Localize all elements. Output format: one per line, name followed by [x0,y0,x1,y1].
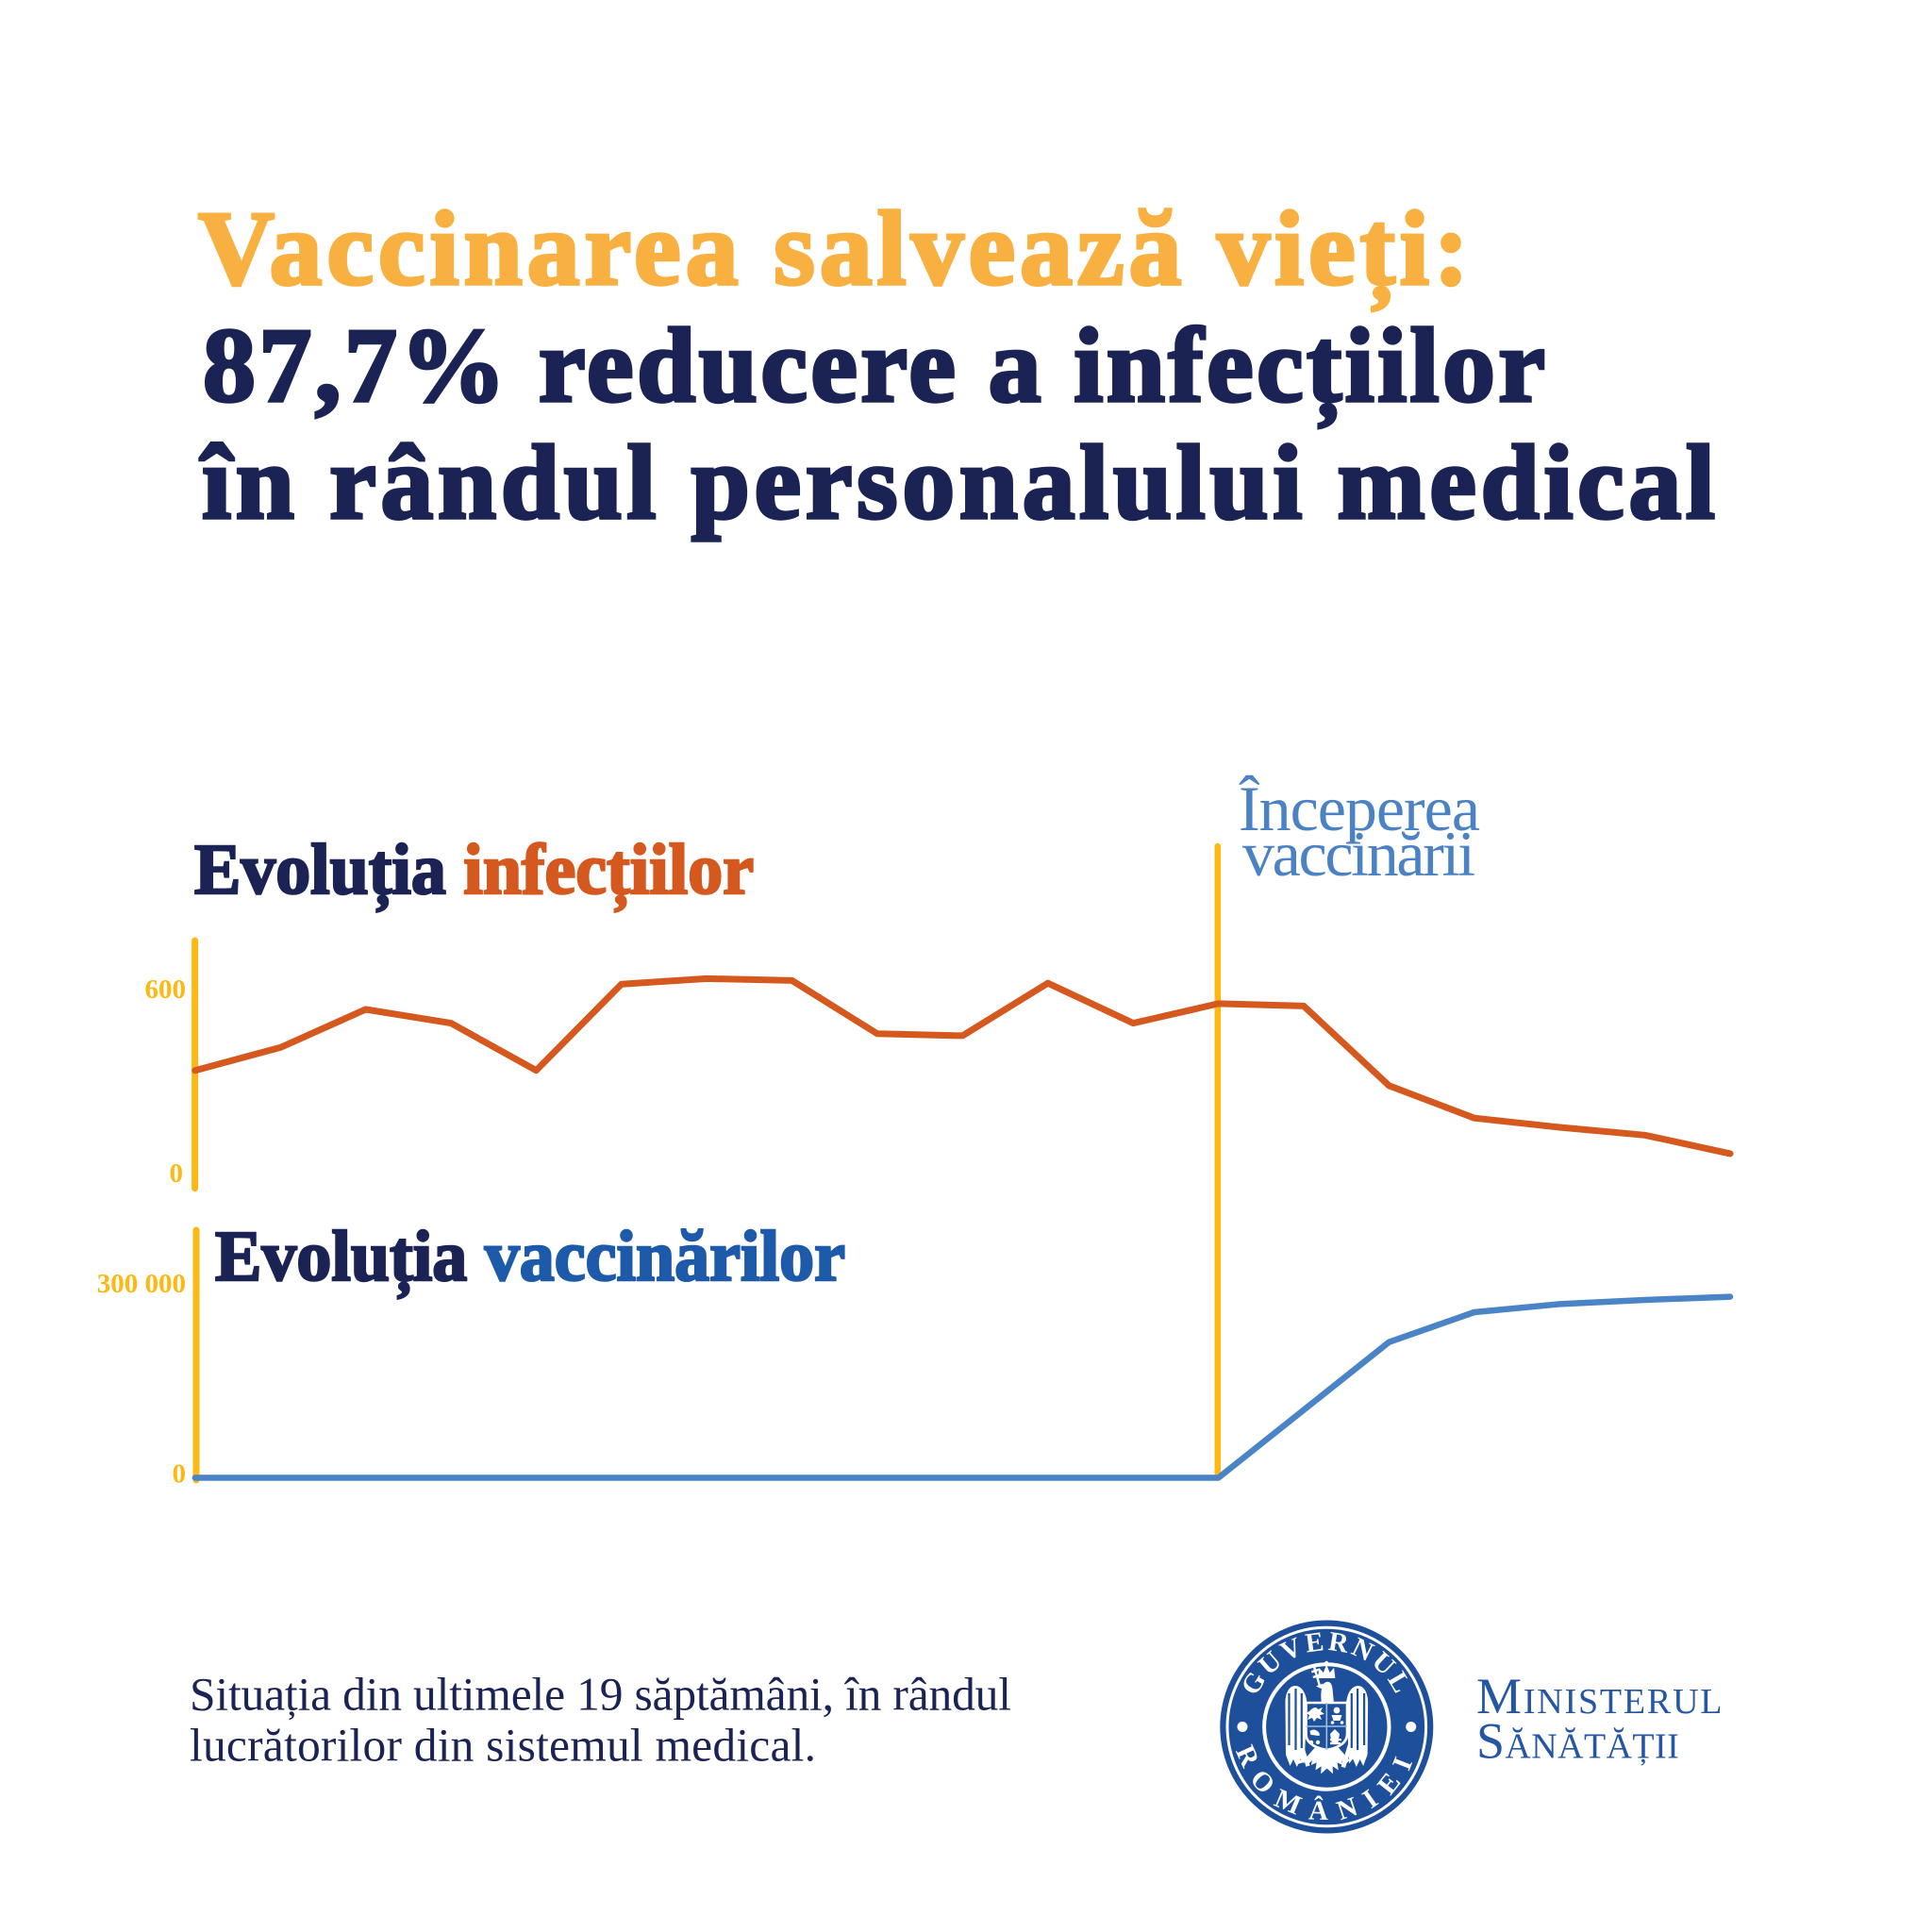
svg-text:0: 0 [170,1158,184,1189]
svg-text:87,7% reducere a infecțiilor: 87,7% reducere a infecțiilor [203,308,1545,428]
svg-text:300 000: 300 000 [97,1269,186,1299]
svg-text:vaccinării: vaccinării [1242,818,1475,890]
svg-text:Începerea: Începerea [1239,773,1480,844]
svg-text:Evoluția infecțiilor: Evoluția infecțiilor [194,830,754,912]
svg-text:Vaccinarea salvează vieți:: Vaccinarea salvează vieți: [198,191,1469,311]
svg-text:600: 600 [145,974,187,1005]
svg-text:0: 0 [173,1459,187,1490]
svg-text:Situația din ultimele 19 săptă: Situația din ultimele 19 săptămâni, în r… [190,1669,1011,1721]
svg-text:lucrătorilor din sistemul medi: lucrătorilor din sistemul medical. [190,1720,816,1772]
svg-text:Sănătății: Sănătății [1476,1713,1679,1770]
svg-text:Ministerul: Ministerul [1476,1668,1724,1724]
svg-text:Evoluția vaccinărilor: Evoluția vaccinărilor [215,1217,845,1299]
